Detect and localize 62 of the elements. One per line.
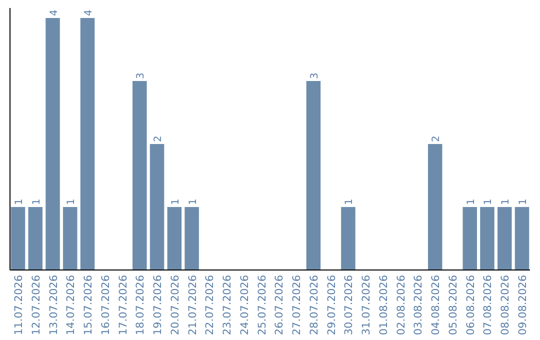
- data-label: 1: [170, 198, 182, 205]
- data-label: 1: [344, 198, 356, 205]
- x-tick-label: 15.07.2026: [82, 274, 95, 336]
- x-tick-label: 08.08.2026: [500, 274, 512, 336]
- x-tick-label: 14.07.2026: [65, 274, 78, 336]
- x-tick-label: 19.07.2026: [152, 274, 164, 336]
- x-tick-label: 30.07.2026: [343, 274, 356, 336]
- x-tick-label: 12.07.2026: [30, 274, 42, 336]
- data-label: 1: [466, 198, 477, 205]
- x-tick-label: 31.07.2026: [360, 274, 373, 336]
- data-label: 1: [14, 198, 25, 205]
- bar: [462, 207, 477, 270]
- data-label: 1: [66, 198, 78, 205]
- data-label: 1: [500, 198, 512, 205]
- x-tick-label: 16.07.2026: [100, 274, 112, 336]
- bar: [428, 144, 442, 270]
- data-label: 1: [483, 198, 494, 205]
- x-tick-label: 22.07.2026: [204, 274, 216, 336]
- data-label: 4: [48, 10, 60, 16]
- bar: [46, 18, 60, 270]
- data-label: 3: [136, 72, 147, 79]
- x-tick-label: 06.08.2026: [464, 274, 477, 336]
- x-tick-label: 23.07.2026: [222, 274, 234, 336]
- x-tick-label: 02.08.2026: [395, 274, 408, 336]
- x-tick-label: 28.07.2026: [308, 274, 320, 336]
- bar: [184, 207, 199, 270]
- bar: [150, 144, 164, 270]
- bar: [306, 81, 321, 270]
- bar: [80, 18, 95, 270]
- data-label: 2: [431, 136, 442, 142]
- bar: [514, 207, 530, 270]
- x-tick-label: 21.07.2026: [186, 274, 199, 336]
- data-label: 3: [309, 72, 320, 79]
- x-tick-label: 13.07.2026: [48, 274, 60, 336]
- data-label: 4: [84, 10, 95, 16]
- x-tick-label: 01.08.2026: [378, 274, 390, 336]
- x-tick-label: 09.08.2026: [517, 274, 530, 336]
- bar: [480, 207, 494, 270]
- x-tick-label: 07.08.2026: [482, 274, 494, 336]
- data-label: 1: [31, 198, 42, 205]
- data-label: 1: [518, 198, 530, 205]
- x-tick-label: 29.07.2026: [326, 274, 338, 336]
- x-tick-label: 20.07.2026: [169, 274, 182, 336]
- x-tick-label: 27.07.2026: [291, 274, 304, 336]
- bar: [132, 81, 147, 270]
- bar: [10, 207, 26, 270]
- x-tick-label: 11.07.2026: [12, 274, 25, 336]
- bar: [28, 207, 42, 270]
- bar: [498, 207, 512, 270]
- data-label: 1: [188, 198, 199, 205]
- x-tick-label: 03.08.2026: [412, 274, 425, 336]
- x-tick-label: 18.07.2026: [134, 274, 147, 336]
- x-tick-label: 25.07.2026: [256, 274, 268, 336]
- data-label: 2: [153, 136, 164, 142]
- bar: [167, 207, 182, 270]
- x-tick-label: 24.07.2026: [238, 274, 251, 336]
- x-tick-label: 26.07.2026: [274, 274, 286, 336]
- bar: [341, 207, 356, 270]
- bar: [63, 207, 78, 270]
- x-tick-label: 17.07.2026: [117, 274, 130, 336]
- x-tick-label: 05.08.2026: [447, 274, 460, 336]
- x-tick-label: 04.08.2026: [430, 274, 442, 336]
